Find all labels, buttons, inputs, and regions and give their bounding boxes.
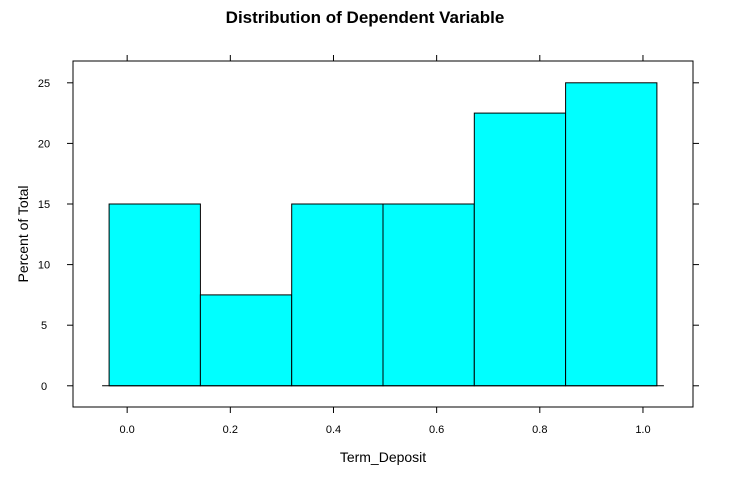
y-tick-label: 20 xyxy=(38,138,50,150)
y-tick-label: 25 xyxy=(38,78,50,90)
y-tick-label: 5 xyxy=(41,320,47,332)
histogram-bar xyxy=(473,112,567,387)
chart-title: Distribution of Dependent Variable xyxy=(226,8,505,27)
x-tick-label: 0.8 xyxy=(532,424,547,436)
y-axis-label: Percent of Total xyxy=(15,185,31,282)
y-tick-label: 15 xyxy=(38,199,50,211)
y-tick-label: 10 xyxy=(38,260,50,272)
histogram-bar xyxy=(565,82,658,387)
x-tick-label: 0.2 xyxy=(223,424,238,436)
bars-group xyxy=(102,82,664,387)
x-tick-label: 0.0 xyxy=(120,424,135,436)
x-axis: 0.0 0.2 0.4 0.6 0.8 1.0 xyxy=(120,55,651,436)
histogram-bar xyxy=(108,203,201,387)
histogram-bar xyxy=(199,294,293,387)
histogram-bar xyxy=(382,203,475,387)
histogram-bar xyxy=(291,203,384,387)
x-axis-label: Term_Deposit xyxy=(340,449,426,465)
x-tick-label: 0.6 xyxy=(429,424,444,436)
y-tick-label: 0 xyxy=(41,381,47,393)
y-axis: 0 5 10 15 20 25 xyxy=(38,78,699,393)
plot-panel xyxy=(72,60,694,408)
x-tick-label: 0.4 xyxy=(326,424,341,436)
x-tick-label: 1.0 xyxy=(635,424,650,436)
